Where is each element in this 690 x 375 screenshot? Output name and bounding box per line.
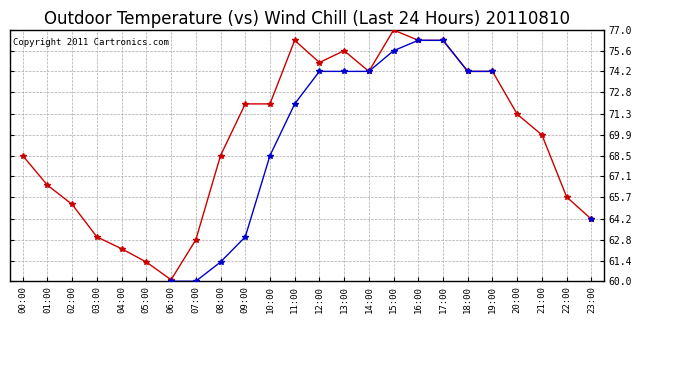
Title: Outdoor Temperature (vs) Wind Chill (Last 24 Hours) 20110810: Outdoor Temperature (vs) Wind Chill (Las… xyxy=(44,10,570,28)
Text: Copyright 2011 Cartronics.com: Copyright 2011 Cartronics.com xyxy=(13,38,169,46)
